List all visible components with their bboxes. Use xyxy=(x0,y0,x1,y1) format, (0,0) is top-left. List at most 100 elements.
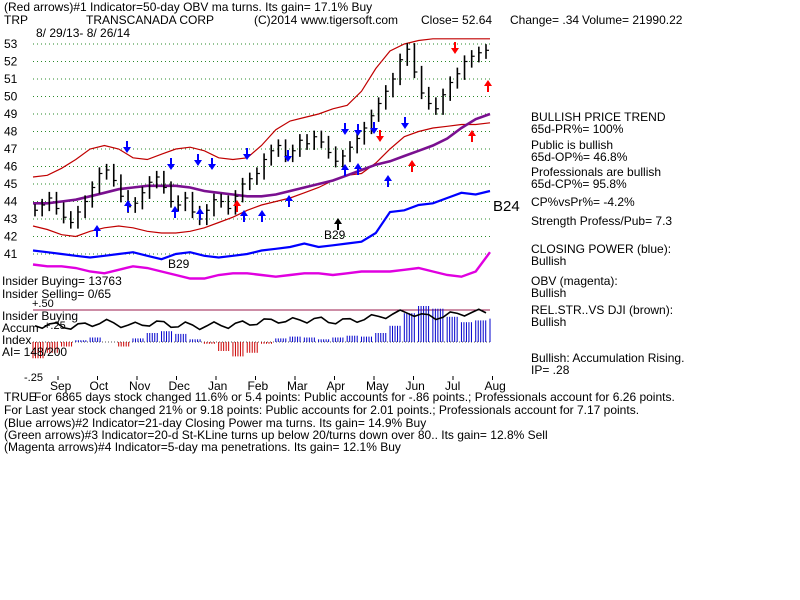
down-arrow xyxy=(123,141,131,153)
y-tick-label: 43 xyxy=(4,212,18,226)
month-label: Apr xyxy=(327,379,346,393)
obv-status: Bullish xyxy=(531,286,567,300)
lower-band xyxy=(32,122,491,238)
footer-line-4: (Green arrows)#3 Indicator=20-d St-KLine… xyxy=(4,428,548,442)
up-arrow xyxy=(484,80,492,92)
public-status: Public is bullish xyxy=(531,138,614,152)
up-arrow xyxy=(384,175,392,187)
insider-buying-label: Insider Buying= 13763 xyxy=(2,274,122,288)
y-tick-label: 45 xyxy=(4,177,18,191)
y-tick-label: 50 xyxy=(4,90,18,104)
plus25-label: +.25 xyxy=(44,320,66,332)
down-arrow xyxy=(284,150,292,162)
ip-value: IP= .28 xyxy=(531,363,570,377)
up-arrow xyxy=(408,160,416,172)
month-label: Mar xyxy=(287,379,308,393)
index-label: Index xyxy=(2,333,32,347)
up-arrow xyxy=(354,163,362,175)
bollinger-bands xyxy=(32,38,491,238)
month-label: Jan xyxy=(208,379,227,393)
month-label: Oct xyxy=(90,379,109,393)
footer-line-5: (Magenta arrows)#4 Indicator=5-day ma pe… xyxy=(4,440,401,454)
professionals-status: Professionals are bullish xyxy=(531,165,662,179)
change-value: Change= .34 xyxy=(510,13,580,27)
b29-label-b: B29 xyxy=(168,257,190,271)
down-arrow xyxy=(401,117,409,129)
signal-arrows xyxy=(93,42,492,237)
down-arrow xyxy=(243,148,251,160)
down-arrow xyxy=(370,122,378,134)
minus25-label: -.25 xyxy=(24,372,43,384)
x-axis-months: Sep Oct Nov Dec Jan Feb Mar Apr May Jun Jul Aug xyxy=(50,376,506,393)
insider-selling-label: Insider Selling= 0/65 xyxy=(2,287,112,301)
up-arrow xyxy=(468,130,476,142)
y-tick-label: 46 xyxy=(4,160,18,174)
rel-strength-line xyxy=(34,308,487,331)
pr-value: 65d-PR%= 100% xyxy=(531,122,624,136)
up-arrow xyxy=(258,210,266,222)
plus50-label: +.50 xyxy=(32,298,54,310)
y-tick-label: 42 xyxy=(4,230,18,244)
ticker-symbol: TRP xyxy=(4,13,28,27)
up-arrow xyxy=(196,208,204,220)
cpvspr-value: CP%vsPr%= -4.2% xyxy=(531,195,635,209)
up-arrow xyxy=(93,225,101,237)
month-label: Dec xyxy=(169,379,190,393)
ai-label: AI= 148/200 xyxy=(2,345,68,359)
obv-label: OBV (magenta): xyxy=(531,274,618,288)
month-label: May xyxy=(366,379,389,393)
month-label: Nov xyxy=(129,379,150,393)
b29-label-a: B29 xyxy=(324,228,346,242)
month-label: Aug xyxy=(485,379,506,393)
volume-value: Volume= 21990.22 xyxy=(582,13,683,27)
month-label: Jun xyxy=(406,379,425,393)
month-label: Jul xyxy=(445,379,460,393)
month-label: Sep xyxy=(50,379,72,393)
price-bars xyxy=(34,43,489,229)
month-label: Feb xyxy=(248,379,269,393)
down-arrow xyxy=(376,130,384,142)
ma-line xyxy=(33,112,491,205)
closing-power-series xyxy=(32,189,491,261)
relstr-status: Bullish xyxy=(531,315,567,329)
closing-power-line xyxy=(32,189,491,261)
down-arrow xyxy=(354,124,362,136)
y-tick-label: 44 xyxy=(4,195,18,209)
footer-true-label: TRUE xyxy=(4,390,37,404)
y-tick-label: 49 xyxy=(4,107,18,121)
up-arrow xyxy=(233,200,241,212)
accumulation-panel xyxy=(32,306,491,359)
trend-title: BULLISH PRICE TREND xyxy=(531,110,666,124)
b24-label: B24 xyxy=(493,198,520,215)
cp-value: 65d-CP%= 95.8% xyxy=(531,177,627,191)
up-arrow xyxy=(240,210,248,222)
y-axis-ticks: 41 42 43 44 45 46 47 48 49 50 51 52 53 xyxy=(4,37,18,261)
y-tick-label: 53 xyxy=(4,37,18,51)
up-arrow xyxy=(285,195,293,207)
up-arrow xyxy=(341,164,349,176)
header-indicator-line: (Red arrows)#1 Indicator=50-day OBV ma t… xyxy=(4,0,373,14)
date-range: 8/ 29/13- 8/ 26/14 xyxy=(36,26,131,40)
up-arrow xyxy=(171,206,179,218)
y-tick-label: 41 xyxy=(4,247,18,261)
footer-line-2: For Last year stock changed 21% or 9.18 … xyxy=(4,403,640,417)
copyright-text: (C)2014 www.tigersoft.com xyxy=(254,13,399,27)
closing-power-label: CLOSING POWER (blue): xyxy=(531,242,672,256)
company-name: TRANSCANADA CORP xyxy=(86,13,215,27)
down-arrow xyxy=(208,158,216,170)
relstr-label: REL.STR..VS DJI (brown): xyxy=(531,303,674,317)
strength-value: Strength Profess/Pub= 7.3 xyxy=(531,214,673,228)
closing-power-status: Bullish xyxy=(531,254,567,268)
upper-band xyxy=(32,38,490,178)
moving-average xyxy=(33,112,491,205)
insider-buying-label-2: Insider Buying xyxy=(2,309,79,323)
down-arrow xyxy=(451,42,459,54)
footer-line-3: (Blue arrows)#2 Indicator=21-day Closing… xyxy=(4,416,427,430)
accum-label: Accum xyxy=(2,321,39,335)
accum-status: Bullish: Accumulation Rising. xyxy=(531,351,685,365)
up-arrow xyxy=(334,218,342,230)
down-arrow xyxy=(194,154,202,166)
op-value: 65d-OP%= 46.8% xyxy=(531,150,628,164)
y-tick-label: 47 xyxy=(4,142,18,156)
